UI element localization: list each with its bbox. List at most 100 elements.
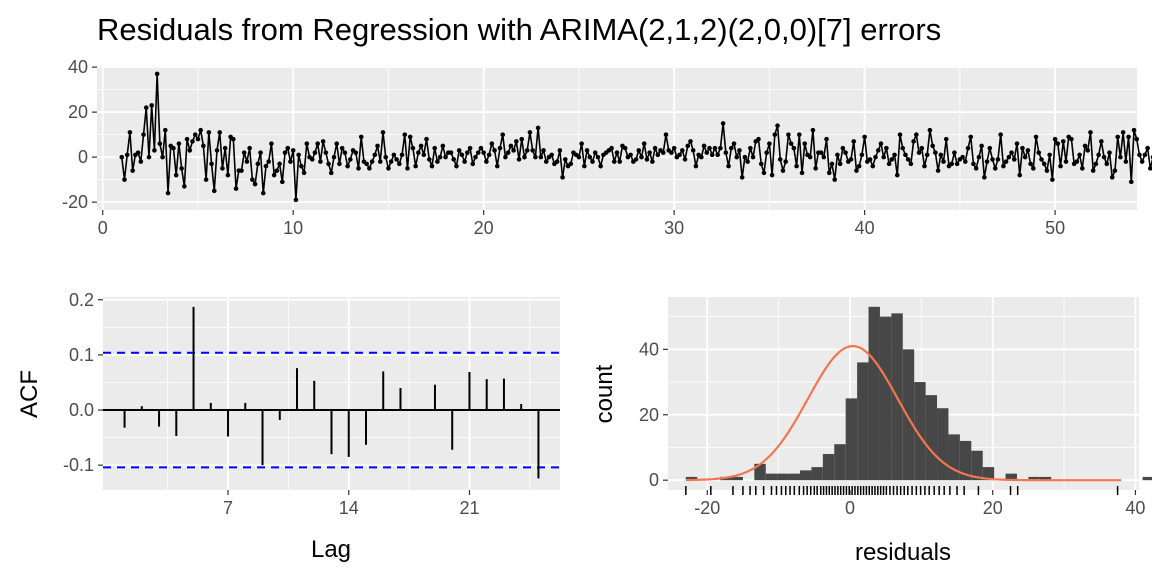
residual-point (290, 148, 296, 153)
histogram-bar (765, 473, 778, 481)
residual-point (644, 157, 650, 162)
residual-point (222, 145, 228, 151)
residual-point (342, 150, 348, 155)
residual-point (331, 154, 337, 160)
residual-point (677, 152, 682, 158)
residual-point (225, 172, 231, 178)
residual-point (407, 134, 413, 140)
x-tick-label: 21 (459, 498, 479, 518)
residual-point (1006, 154, 1012, 160)
residual-point (1085, 148, 1091, 153)
residual-point (875, 148, 881, 153)
residual-point (886, 161, 892, 167)
histogram-bar (868, 306, 880, 481)
residual-point (277, 161, 282, 167)
residual-point (424, 136, 429, 142)
residual-point (737, 148, 742, 153)
residual-point (810, 127, 816, 133)
histogram-bar (1142, 476, 1152, 481)
residual-point (293, 197, 299, 203)
residual-point (908, 161, 914, 167)
normal-density-curve (685, 344, 1122, 482)
histogram-bar (959, 440, 972, 481)
residual-point (203, 177, 209, 182)
residual-point (309, 157, 315, 162)
residual-point (467, 145, 473, 151)
residual-point (345, 163, 350, 169)
residual-point (435, 159, 440, 164)
residual-series (119, 71, 1152, 203)
histogram-bars (685, 306, 1152, 495)
residual-point (718, 145, 723, 151)
residual-point (135, 150, 141, 155)
residual-point (239, 168, 244, 173)
residual-point (399, 152, 405, 158)
x-tick-label: 40 (855, 218, 875, 238)
residual-point (348, 157, 353, 162)
residual-point (862, 134, 867, 140)
residual-point (930, 143, 935, 149)
residual-point (636, 148, 642, 153)
residual-point (1120, 130, 1126, 135)
residual-point (761, 170, 767, 176)
residual-point (470, 161, 476, 167)
x-tick-label: -20 (694, 498, 720, 518)
residual-point (807, 154, 813, 160)
histogram-y-axis-title: count (591, 364, 618, 423)
residual-point (690, 148, 696, 153)
histogram-bar (1028, 476, 1040, 481)
residual-point (1009, 150, 1014, 155)
residual-point (647, 150, 652, 155)
residual-point (522, 154, 527, 160)
residual-point (437, 154, 443, 160)
residual-point (982, 175, 987, 180)
residual-point (775, 123, 780, 128)
residual-point (514, 139, 519, 144)
panel-background (103, 297, 560, 490)
residual-point (143, 105, 149, 110)
residual-point (712, 145, 718, 151)
residual-point (813, 166, 818, 171)
residual-point (873, 154, 878, 160)
residual-point (165, 190, 171, 196)
residual-point (154, 71, 160, 77)
residual-point (549, 152, 554, 158)
residual-point (973, 166, 979, 171)
residual-point (149, 103, 154, 108)
residual-point (701, 143, 707, 149)
residual-point (475, 150, 481, 155)
residual-point (655, 152, 661, 158)
residual-point (410, 145, 416, 151)
residual-point (1128, 179, 1134, 185)
residual-point (402, 132, 408, 137)
residual-point (622, 145, 628, 151)
residual-point (421, 152, 427, 158)
residual-point (138, 159, 144, 164)
histogram-bar (982, 467, 995, 481)
residual-point (124, 152, 130, 158)
residual-point (669, 150, 674, 155)
residual-point (280, 179, 285, 185)
residual-point (391, 152, 397, 158)
y-tick-label: 0 (649, 470, 659, 490)
residual-point (511, 148, 516, 153)
residual-point (296, 152, 301, 158)
residual-point (1003, 159, 1009, 164)
residual-point (152, 148, 157, 153)
residual-point (854, 168, 859, 173)
histogram-bar (788, 473, 801, 481)
residual-point (663, 132, 669, 137)
residual-point (211, 188, 217, 194)
residual-point (968, 134, 974, 140)
residual-point (451, 157, 457, 162)
residual-point (432, 145, 437, 151)
residual-point (734, 154, 740, 160)
residual-point (130, 168, 135, 173)
residual-point (429, 163, 435, 169)
residual-point (505, 150, 511, 155)
residual-point (157, 141, 163, 146)
residual-point (516, 157, 522, 162)
residual-point (263, 163, 269, 169)
residual-point (693, 163, 699, 169)
residual-point (163, 127, 168, 133)
